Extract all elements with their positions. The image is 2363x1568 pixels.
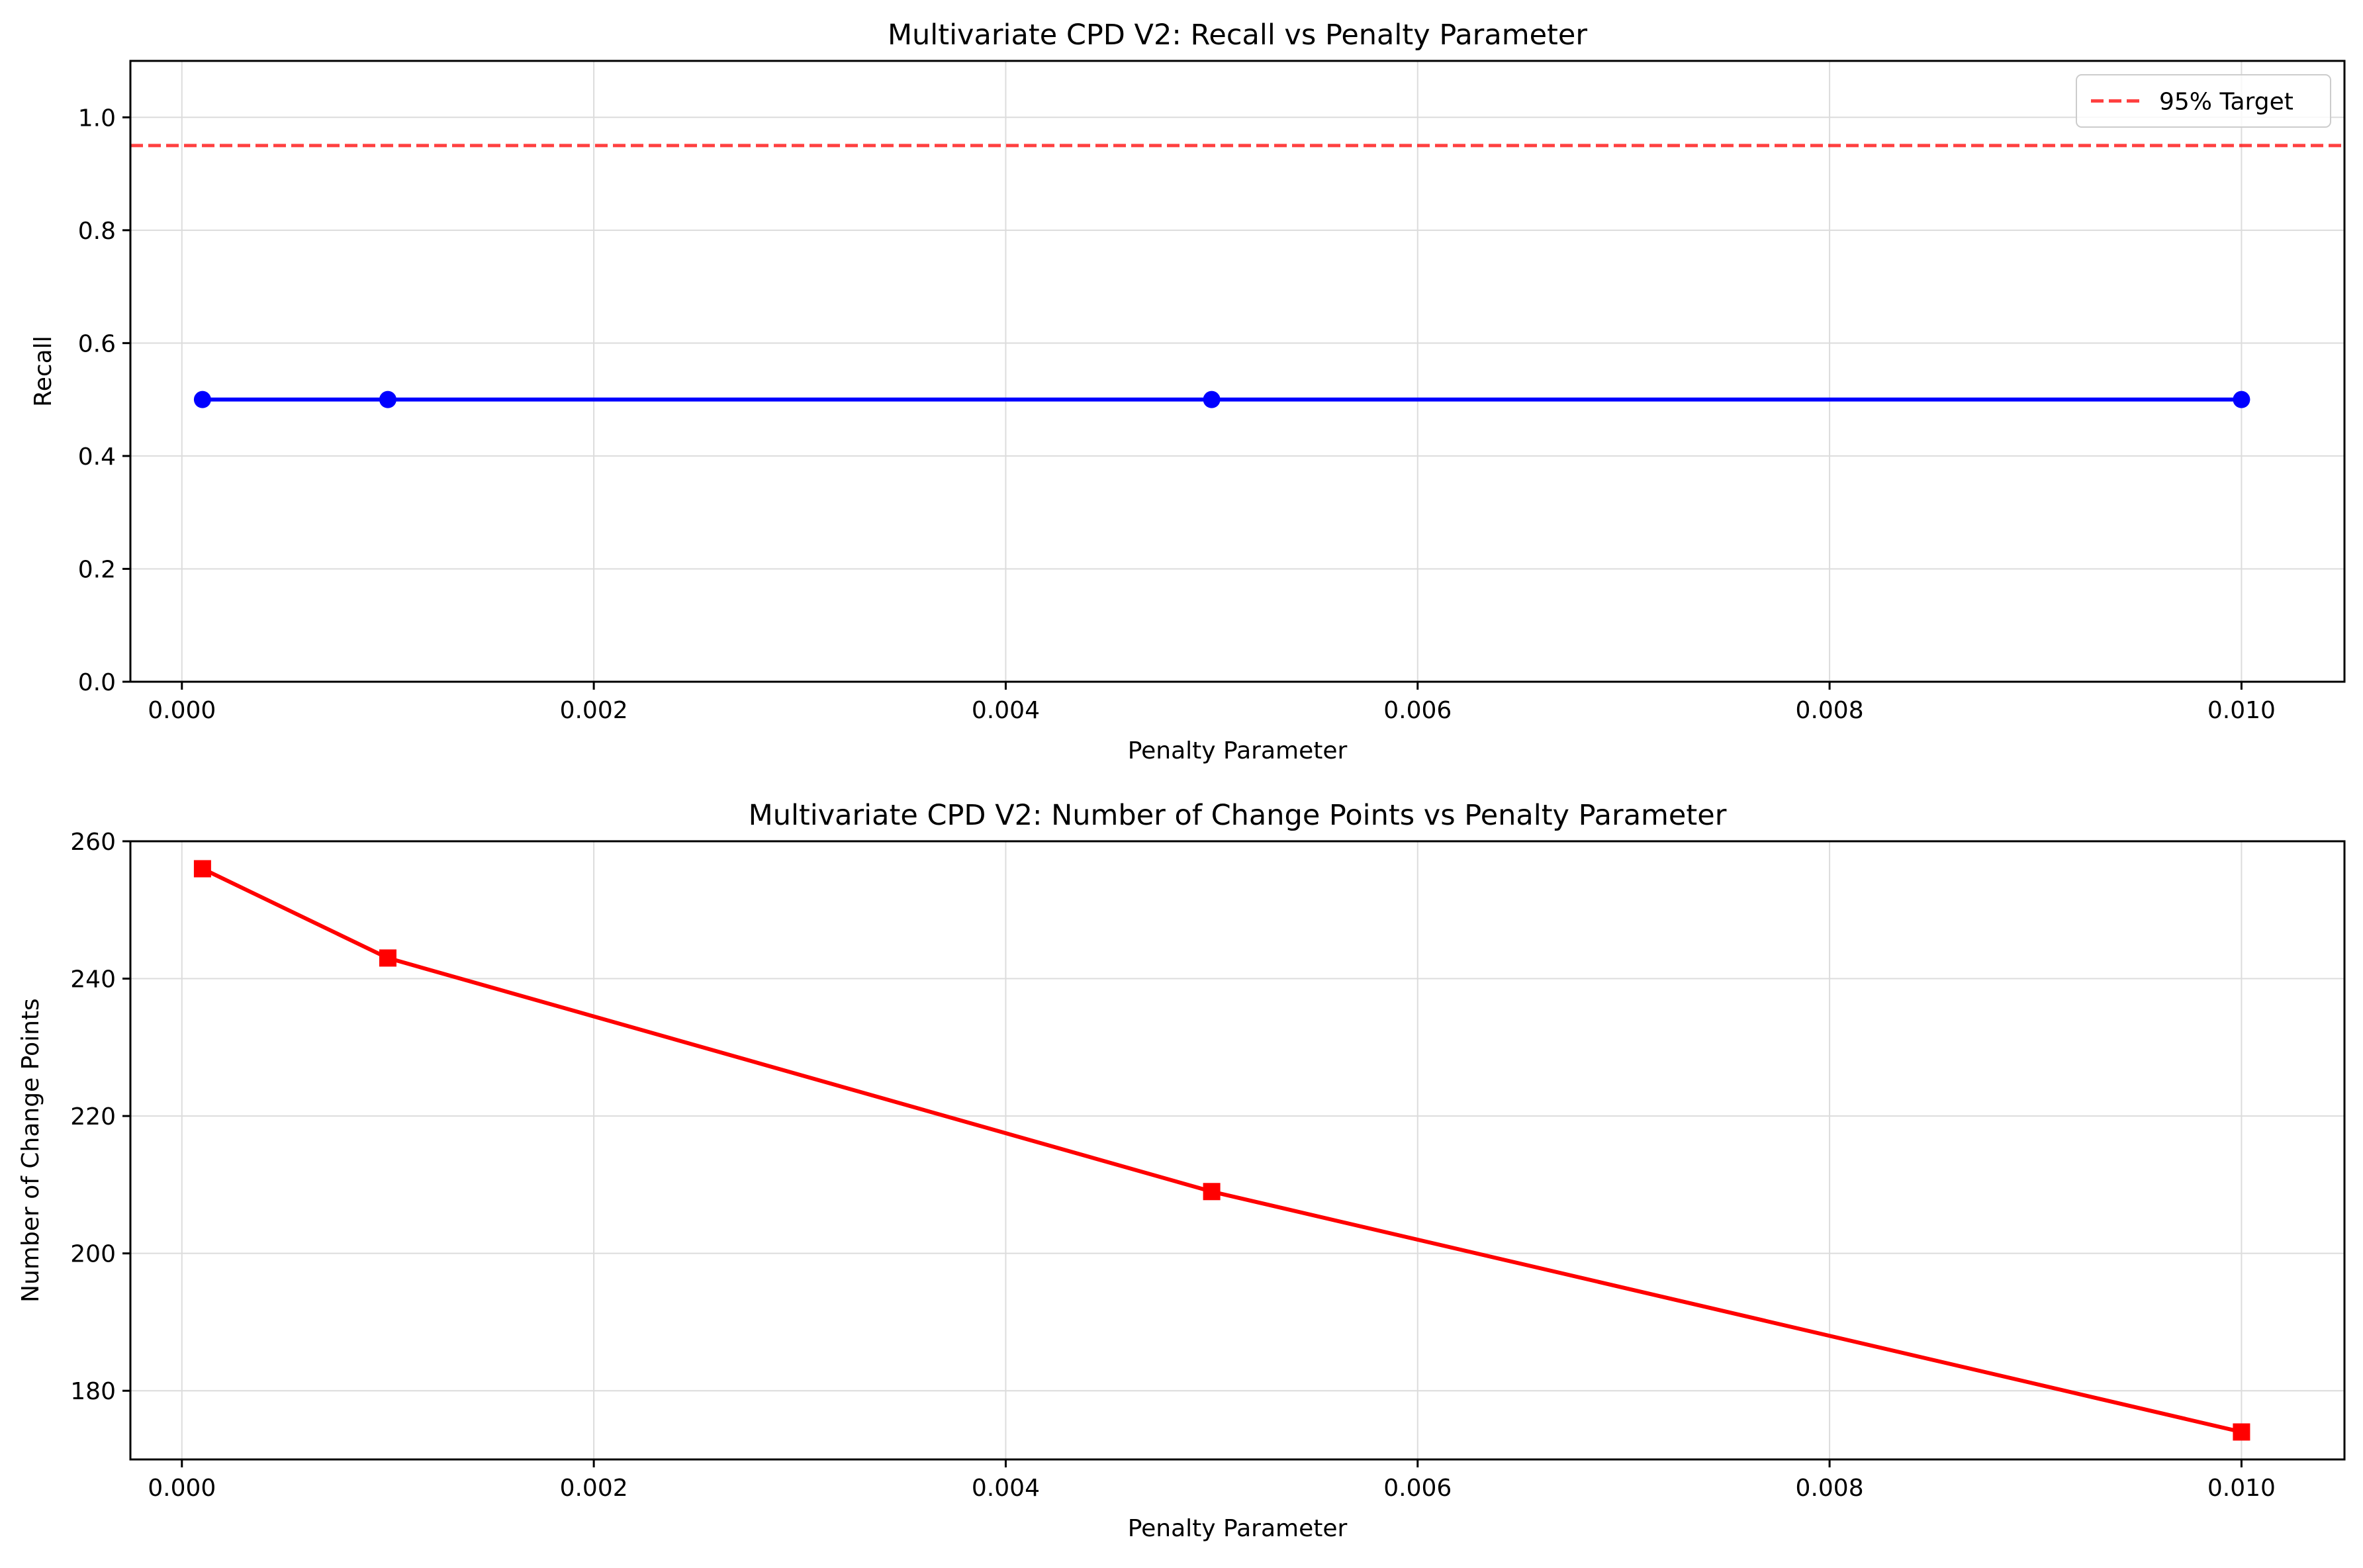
y-axis-label: Number of Change Points (17, 998, 44, 1303)
x-tick-label: 0.004 (972, 697, 1040, 724)
chart-title: Multivariate CPD V2: Number of Change Po… (749, 799, 1727, 832)
y-tick-label: 180 (70, 1378, 116, 1405)
chart-panel-2: 0.000 0.002 0.004 0.006 0.008 0.010 180 200 220 2… (17, 799, 2346, 1542)
x-tick-label: 0.006 (1383, 1475, 1452, 1502)
y-tick-label: 0.0 (78, 669, 116, 696)
y-axis-label: Recall (30, 336, 57, 406)
legend-label: 95% Target (2159, 89, 2294, 116)
data-point (2233, 1423, 2250, 1441)
y-tick-label: 220 (70, 1103, 116, 1130)
x-tick-label: 0.004 (972, 1475, 1040, 1502)
legend-box (2076, 74, 2331, 128)
x-tick-label: 0.006 (1383, 697, 1452, 724)
x-tick-label: 0.000 (148, 697, 216, 724)
x-tick-label: 0.000 (148, 1475, 216, 1502)
x-axis-label: Penalty Parameter (1128, 737, 1348, 764)
data-point (379, 391, 396, 408)
chart-title: Multivariate CPD V2: Recall vs Penalty P… (888, 19, 1587, 52)
x-axis-label: Penalty Parameter (1128, 1515, 1348, 1542)
x-tick-label: 0.002 (560, 697, 628, 724)
series-line (201, 866, 2243, 1434)
x-tick-label: 0.008 (1796, 697, 1864, 724)
data-point (1203, 391, 1221, 408)
axes-frame (129, 840, 2346, 1461)
data-point (379, 949, 396, 967)
y-tick-label: 0.6 (78, 330, 116, 357)
y-tick-label: 260 (70, 829, 116, 856)
x-tick-label: 0.002 (560, 1475, 628, 1502)
y-tick-label: 0.4 (78, 443, 116, 471)
data-point (2233, 391, 2250, 408)
y-tick-label: 200 (70, 1241, 116, 1268)
x-tick-label: 0.010 (2207, 1475, 2276, 1502)
y-tick-label: 0.2 (78, 556, 116, 583)
y-tick-label: 240 (70, 966, 116, 993)
chart-panel-1: 0.000 0.002 0.004 0.006 0.008 0.010 0.0 0.2 0.4 0… (30, 19, 2346, 764)
x-tick-label: 0.010 (2207, 697, 2276, 724)
data-point (193, 391, 211, 408)
y-tick-label: 1.0 (78, 105, 116, 132)
legend: 95% Target (2076, 74, 2331, 128)
x-tick-label: 0.008 (1796, 1475, 1864, 1502)
axes-frame (129, 60, 2346, 683)
y-tick-label: 0.8 (78, 218, 116, 245)
data-point (1203, 1183, 1221, 1201)
data-point (193, 860, 211, 878)
